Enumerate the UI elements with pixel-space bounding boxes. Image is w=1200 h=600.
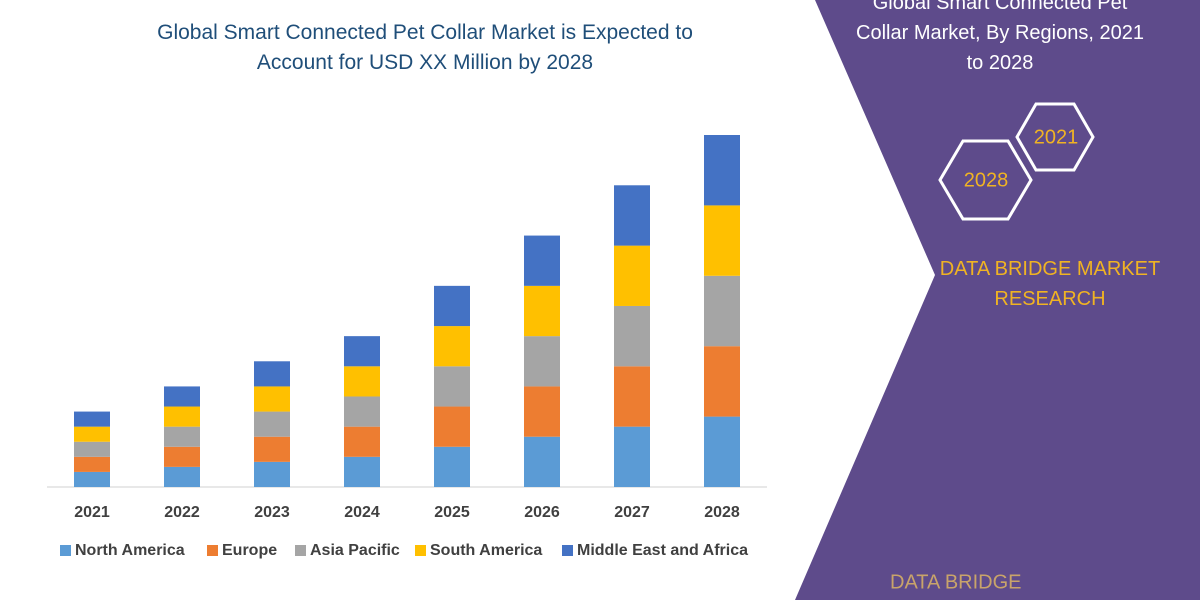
bar-segment [524,285,560,337]
bar-segment [74,426,110,442]
x-tick-label: 2024 [344,504,380,521]
bar-segment [524,336,560,387]
hexagon-label: 2021 [1034,126,1079,148]
hexagon [1015,102,1095,172]
panel-title: Global Smart Connected Pet Collar Market… [856,0,1144,74]
bar-segment [524,436,560,487]
bar-segment [344,396,380,427]
logo: DATA BRIDGE [890,571,1022,593]
legend-label: Europe [222,542,277,559]
hexagon-label: 2028 [964,169,1009,191]
brand: DATA BRIDGE MARKET RESEARCH [939,258,1161,310]
bar-segment [344,426,380,457]
bar-segment [434,446,470,487]
bar-segment [524,386,560,437]
bar-segment [254,436,290,462]
bar-segment [74,456,110,472]
x-tick-label: 2022 [164,504,200,521]
bar-segment [74,411,110,427]
legend-swatch [562,545,573,556]
chart-title: Global Smart Connected Pet Collar Market… [157,21,693,74]
bar-segment [74,441,110,457]
x-tick-label: 2028 [704,504,740,521]
bar-segment [254,461,290,487]
bar-segment [164,426,200,447]
bar-segment [344,456,380,487]
bar-segment [344,366,380,397]
bar-segment [704,275,740,347]
bar-segment [434,326,470,367]
bar-segment [614,426,650,487]
bar-segment [704,346,740,417]
bar-segment [614,185,650,246]
x-tick-label: 2021 [74,504,110,521]
bar-segment [704,416,740,487]
bar-segment [524,235,560,286]
bar-segment [704,135,740,206]
bar-segment [434,285,470,327]
legend-swatch [295,545,306,556]
bar-segment [614,305,650,367]
bar-segment [434,406,470,447]
bar-segment [614,245,650,306]
hexagon [938,139,1033,221]
legend-swatch [207,545,218,556]
legend-label: South America [430,542,542,559]
bar-segment [164,386,200,407]
bar-segment [254,386,290,412]
bar-segment [614,366,650,427]
bar-segment [254,361,290,387]
legend-label: Asia Pacific [310,542,400,559]
x-tick-label: 2023 [254,504,290,521]
bar-segment [164,466,200,487]
side-panel-bg [795,0,1200,600]
legend-swatch [60,545,71,556]
x-tick-label: 2025 [434,504,470,521]
legend-label: North America [75,542,185,559]
bar-segment [434,366,470,407]
bar-segment [704,205,740,276]
bar-segment [344,336,380,367]
legend-label: Middle East and Africa [577,542,748,559]
x-tick-label: 2027 [614,504,650,521]
bar-segment [164,446,200,467]
x-tick-label: 2026 [524,504,560,521]
bar-segment [74,471,110,487]
bar-segment [254,411,290,437]
bar-segment [164,406,200,427]
legend-swatch [415,545,426,556]
